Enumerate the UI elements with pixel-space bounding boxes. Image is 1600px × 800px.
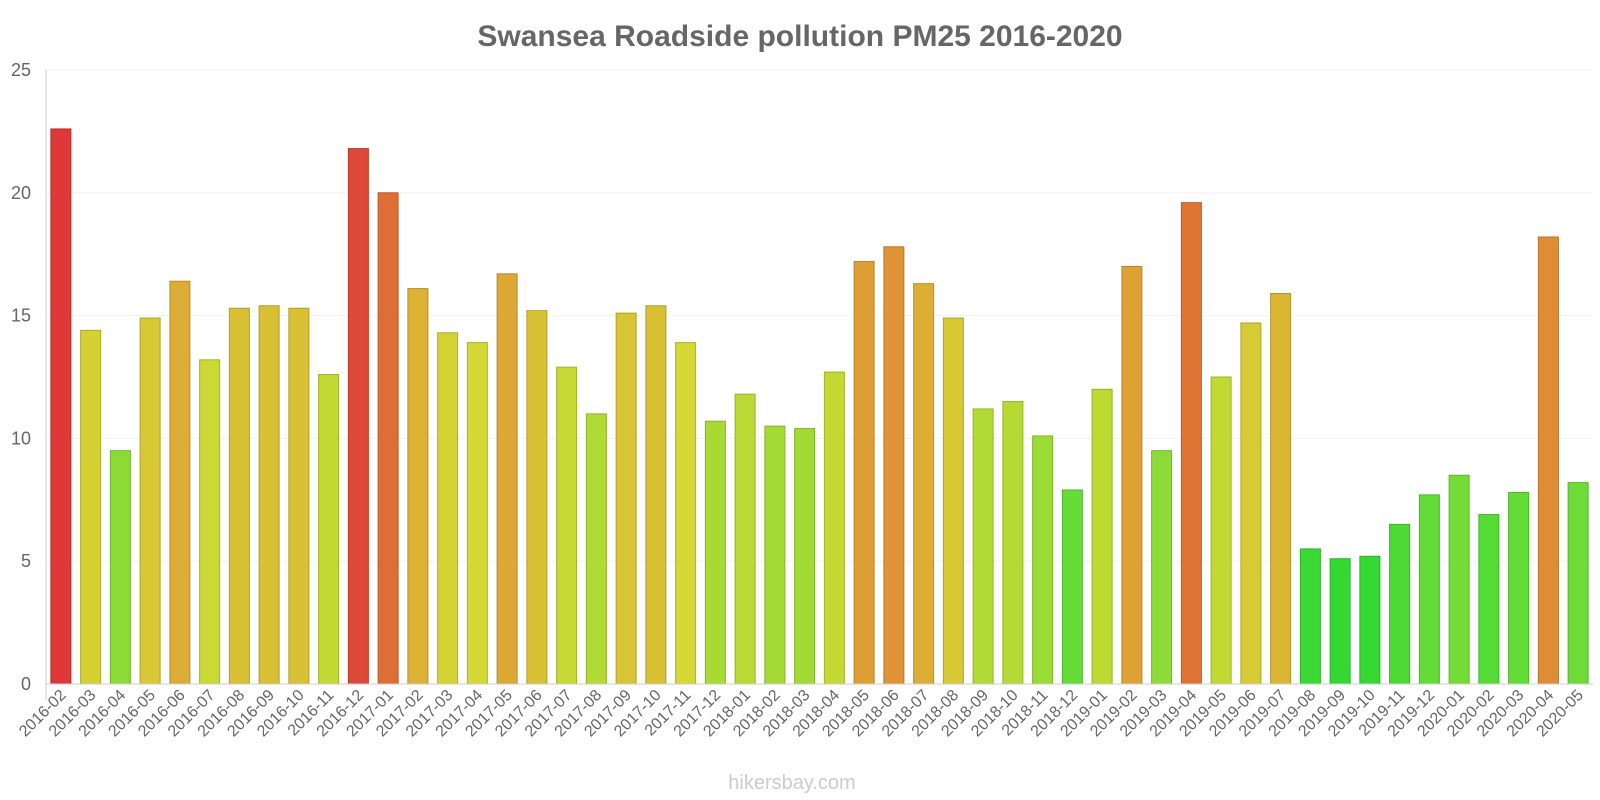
bar-2016-03 xyxy=(80,329,102,685)
bar-2018-12 xyxy=(1061,489,1083,685)
bar-2019-07 xyxy=(1270,292,1292,685)
bar-2016-02 xyxy=(50,128,72,685)
bar-2020-04 xyxy=(1537,236,1559,685)
bar-2016-11 xyxy=(318,374,340,685)
y-tick-label: 10 xyxy=(11,428,31,448)
bar-2016-06 xyxy=(169,280,191,685)
bar-2019-03 xyxy=(1151,450,1173,685)
bar-2019-12 xyxy=(1418,494,1440,685)
y-tick-label: 25 xyxy=(11,60,31,80)
bar-2017-05 xyxy=(496,273,518,685)
bar-2019-06 xyxy=(1240,322,1262,685)
bar-2017-01 xyxy=(377,192,399,685)
y-tick-label: 15 xyxy=(11,306,31,326)
y-axis-ticks: 0 5 10 15 20 25 xyxy=(11,60,31,694)
bar-2019-11 xyxy=(1389,523,1411,685)
bar-2018-08 xyxy=(942,317,964,685)
bar-2019-04 xyxy=(1180,202,1202,685)
bar-2018-07 xyxy=(913,283,935,685)
bar-2017-03 xyxy=(437,332,459,685)
bar-2016-05 xyxy=(139,317,161,685)
bar-2018-04 xyxy=(823,371,845,685)
bar-2019-09 xyxy=(1329,558,1351,685)
bar-2016-12 xyxy=(347,148,369,685)
bar-2016-08 xyxy=(228,307,250,685)
bar-2016-09 xyxy=(258,305,280,685)
y-tick-label: 0 xyxy=(21,674,31,694)
chart-title: Swansea Roadside pollution PM25 2016-202… xyxy=(477,20,1122,53)
bar-2017-04 xyxy=(466,342,488,685)
bars xyxy=(50,128,1589,685)
bar-2018-09 xyxy=(972,408,994,685)
bar-2017-09 xyxy=(615,312,637,685)
bar-2018-11 xyxy=(1032,435,1054,685)
x-axis-ticks: 2016-022016-032016-042016-052016-062016-… xyxy=(16,687,1587,741)
y-tick-label: 20 xyxy=(11,183,31,203)
bar-2020-03 xyxy=(1508,491,1530,685)
bar-2017-11 xyxy=(675,342,697,685)
bar-2018-06 xyxy=(883,246,905,685)
bar-2019-02 xyxy=(1121,265,1143,685)
bar-2018-05 xyxy=(853,261,875,685)
bar-2019-01 xyxy=(1091,388,1113,685)
bar-2016-10 xyxy=(288,307,310,685)
bar-2020-05 xyxy=(1567,482,1589,685)
bar-2016-04 xyxy=(109,450,131,685)
bar-2016-07 xyxy=(199,359,221,685)
bar-2019-08 xyxy=(1299,548,1321,685)
bar-2020-01 xyxy=(1448,474,1470,685)
bar-2019-05 xyxy=(1210,376,1232,685)
bar-2020-02 xyxy=(1478,514,1500,685)
bar-2017-02 xyxy=(407,288,429,685)
bar-2017-07 xyxy=(556,366,578,685)
bar-2018-02 xyxy=(764,425,786,685)
bar-2017-08 xyxy=(585,413,607,685)
y-tick-label: 5 xyxy=(21,551,31,571)
bar-2019-10 xyxy=(1359,555,1381,685)
bar-2018-10 xyxy=(1002,401,1024,685)
bar-2017-12 xyxy=(704,420,726,685)
bar-2017-06 xyxy=(526,310,548,685)
bar-2017-10 xyxy=(645,305,667,685)
bar-2018-01 xyxy=(734,393,756,685)
bar-2018-03 xyxy=(794,428,816,685)
source-credit: hikersbay.com xyxy=(728,772,855,794)
